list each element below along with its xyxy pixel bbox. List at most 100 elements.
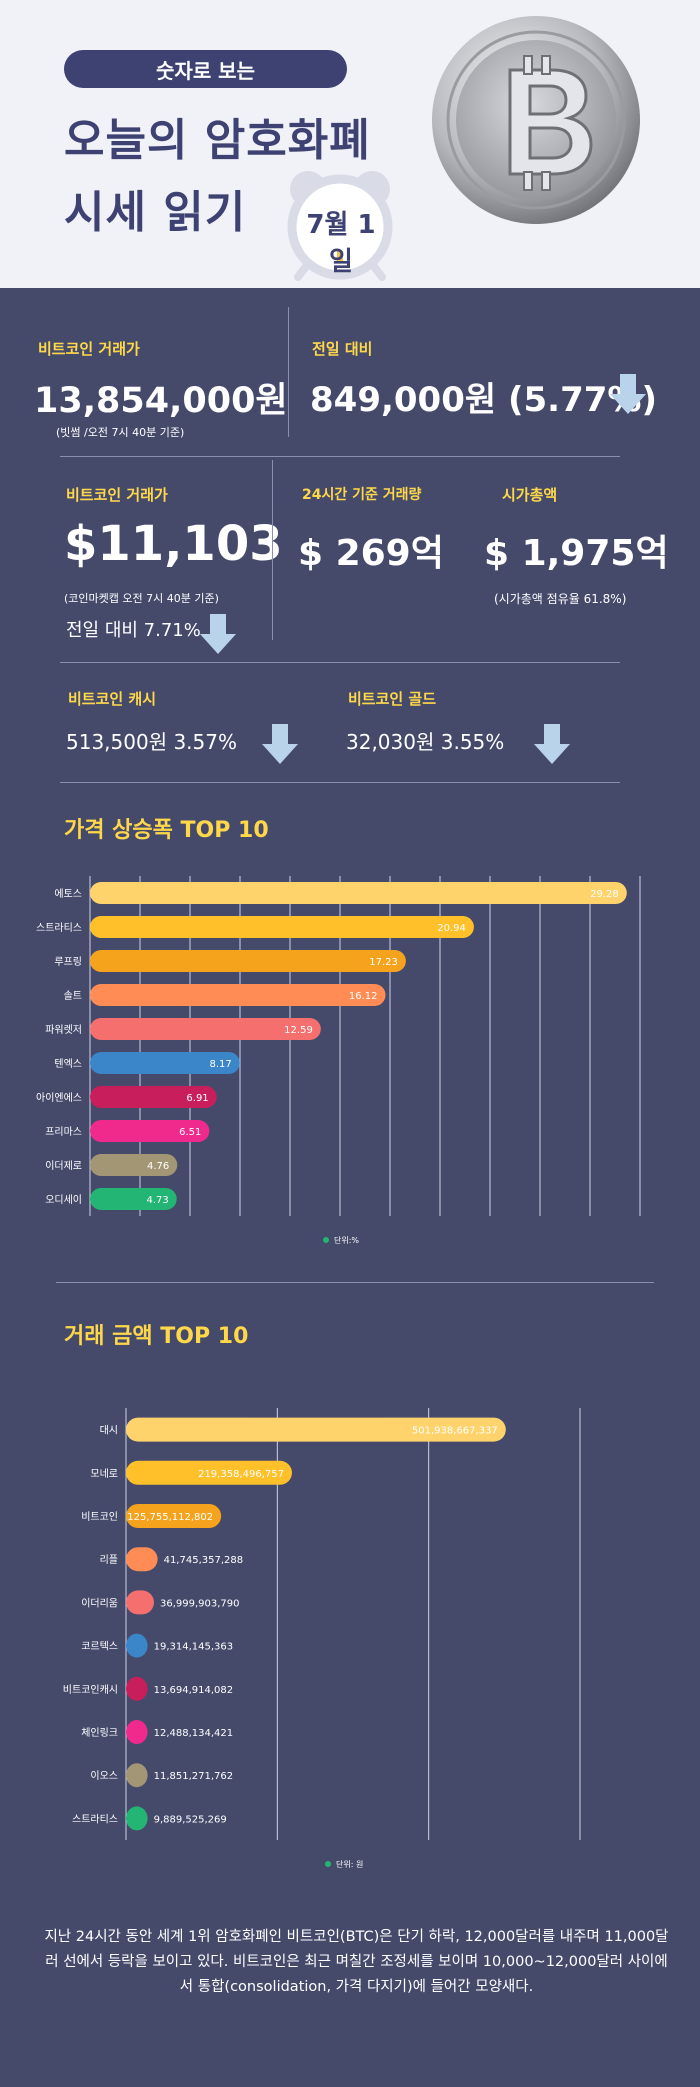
btc-krw-value: 13,854,000원 xyxy=(34,381,288,421)
category-label: 프리마스 xyxy=(45,1126,82,1138)
value-label: 12.59 xyxy=(284,1025,313,1036)
category-label: 이더리움 xyxy=(81,1597,118,1609)
bar xyxy=(126,1590,154,1615)
header: 숫자로 보는 오늘의 암호화폐 시세 읽기 7월 1일 xyxy=(0,0,700,288)
chart2-title: 거래 금액 TOP 10 xyxy=(64,1324,249,1349)
divider xyxy=(288,307,289,437)
btc-krw-label: 비트코인 거래가 xyxy=(38,340,140,358)
bar xyxy=(90,1052,240,1074)
value-label: 16.12 xyxy=(349,991,378,1002)
value-label: 29.28 xyxy=(590,889,619,900)
value-label: 125,755,112,802 xyxy=(127,1512,213,1523)
value-label: 6.91 xyxy=(186,1093,208,1104)
bar xyxy=(90,882,627,904)
btc-usd-label: 비트코인 거래가 xyxy=(66,486,168,504)
trade-volume-chart: 대시 501,938,667,337 모네로 219,358,496,757 비트코인 1… xyxy=(63,1408,581,1869)
bar xyxy=(126,1504,222,1528)
category-label: 오디세이 xyxy=(45,1194,82,1206)
bar xyxy=(126,1806,148,1831)
legend-marker xyxy=(325,1861,331,1867)
volume-value: $ 269억 xyxy=(298,533,444,574)
category-label: 코르텍스 xyxy=(81,1641,118,1653)
bar xyxy=(126,1417,506,1442)
divider xyxy=(60,662,620,663)
mcap-note: (시가총액 점유율 61.8%) xyxy=(494,592,627,606)
down-arrow-icon xyxy=(200,614,236,654)
chart1-title: 가격 상승폭 TOP 10 xyxy=(64,818,269,843)
category-label: 체인링크 xyxy=(81,1727,118,1739)
krw-change-label: 전일 대비 xyxy=(312,340,373,358)
value-label: 17.23 xyxy=(369,957,398,968)
value-label: 6.51 xyxy=(179,1127,201,1138)
value-label: 4.73 xyxy=(146,1195,168,1206)
value-label: 12,488,134,421 xyxy=(154,1728,234,1739)
bar xyxy=(126,1547,158,1572)
category-label: 리플 xyxy=(100,1554,118,1566)
category-label: 비트코인 xyxy=(81,1511,118,1523)
bar xyxy=(90,1154,178,1176)
value-label: 219,358,496,757 xyxy=(198,1469,284,1480)
price-rise-chart: 에토스 29.28 스트라티스 20.94 루프링 17.23 솔트 16.12 파워렛저 12.… xyxy=(36,876,641,1245)
bar xyxy=(90,1188,177,1210)
value-label: 9,889,525,269 xyxy=(154,1814,227,1825)
bar xyxy=(90,916,474,938)
bar xyxy=(126,1763,148,1788)
bch-label: 비트코인 캐시 xyxy=(68,690,157,708)
bitcoin-coin-icon xyxy=(432,16,640,224)
down-arrow-icon xyxy=(262,724,298,764)
divider xyxy=(272,460,273,640)
krw-change-value: 849,000원 (5.77%) xyxy=(310,380,658,420)
category-label: 텐엑스 xyxy=(54,1058,82,1070)
legend-marker xyxy=(323,1237,329,1243)
bar xyxy=(90,984,386,1006)
category-label: 이더제로 xyxy=(45,1160,82,1172)
divider xyxy=(60,456,620,457)
category-label: 모네로 xyxy=(90,1468,118,1480)
value-label: 13,694,914,082 xyxy=(154,1685,234,1696)
category-label: 파워렛저 xyxy=(45,1023,82,1036)
bar xyxy=(90,950,406,972)
bar xyxy=(90,1120,210,1142)
btc-krw-note: (빗썸 /오전 7시 40분 기준) xyxy=(56,426,185,439)
value-label: 4.76 xyxy=(147,1161,169,1172)
header-pill: 숫자로 보는 xyxy=(64,50,347,88)
btg-value: 32,030원 3.55% xyxy=(346,730,505,754)
alarm-clock-icon xyxy=(287,171,393,281)
value-label: 41,745,357,288 xyxy=(164,1555,244,1566)
bar xyxy=(90,1086,217,1108)
value-label: 20.94 xyxy=(437,923,466,934)
category-label: 비트코인캐시 xyxy=(63,1684,118,1696)
legend-label: 단위: 원 xyxy=(336,1859,363,1869)
btc-usd-note: (코인마켓캡 오전 7시 40분 기준) xyxy=(64,592,219,605)
value-label: 8.17 xyxy=(210,1059,232,1070)
btg-label: 비트코인 골드 xyxy=(348,690,437,708)
bar xyxy=(90,1018,321,1040)
mcap-label: 시가총액 xyxy=(502,486,558,504)
down-arrow-icon xyxy=(534,724,570,764)
bar xyxy=(126,1633,148,1658)
category-label: 루프링 xyxy=(54,956,82,968)
category-label: 스트라티스 xyxy=(36,922,82,934)
divider xyxy=(56,1282,654,1283)
bch-value: 513,500원 3.57% xyxy=(66,730,237,754)
category-label: 아이엔에스 xyxy=(36,1092,82,1104)
category-label: 대시 xyxy=(100,1425,118,1437)
volume-label: 24시간 기준 거래량 xyxy=(302,487,422,503)
bar xyxy=(126,1460,292,1485)
bar xyxy=(126,1676,148,1701)
value-label: 19,314,145,363 xyxy=(154,1642,234,1653)
btc-usd-value: $11,103 xyxy=(64,516,283,572)
date-label: 7월 1일 xyxy=(306,210,376,277)
down-arrow-icon xyxy=(610,374,646,414)
page-title-line1: 오늘의 암호화폐 xyxy=(64,115,371,166)
mcap-value: $ 1,975억 xyxy=(484,533,669,574)
btc-usd-change: 전일 대비 7.71% xyxy=(66,620,201,641)
divider xyxy=(60,782,620,783)
category-label: 솔트 xyxy=(64,990,82,1002)
value-label: 501,938,667,337 xyxy=(412,1426,498,1437)
value-label: 11,851,271,762 xyxy=(154,1771,234,1782)
summary-paragraph: 지난 24시간 동안 세계 1위 암호화폐인 비트코인(BTC)은 단기 하락,… xyxy=(44,1929,669,1995)
page-title-line2: 시세 읽기 xyxy=(64,187,247,238)
value-label: 36,999,903,790 xyxy=(160,1598,240,1609)
category-label: 이오스 xyxy=(90,1770,118,1782)
